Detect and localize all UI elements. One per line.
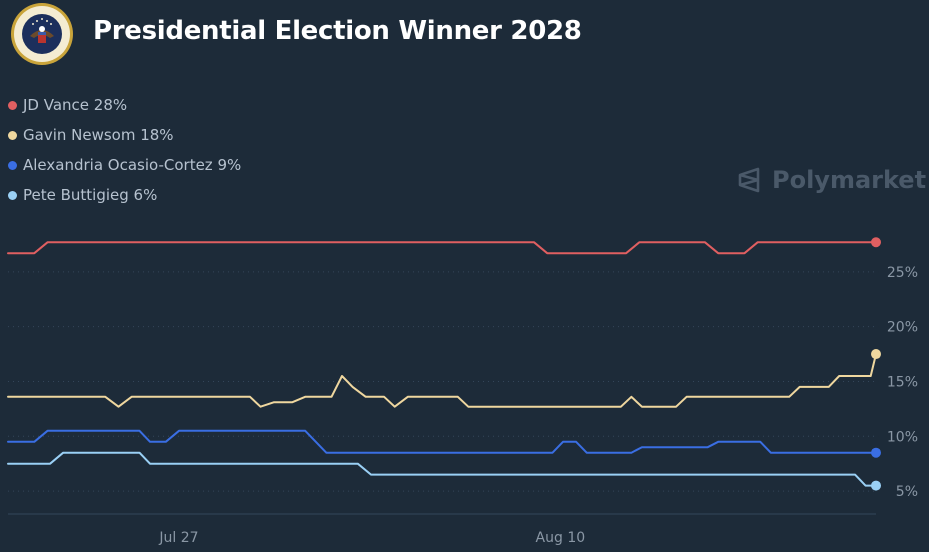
legend-label: JD Vance 28% (23, 96, 128, 114)
series-line (7, 429, 877, 454)
legend-item: JD Vance 28% (8, 90, 241, 120)
y-tick-label: 25% (887, 265, 918, 281)
series-end-marker (871, 237, 881, 248)
legend-label: Alexandria Ocasio-Cortez 9% (23, 156, 242, 174)
legend-item: Gavin Newsom 18% (8, 120, 241, 150)
x-axis-ticks: Jul 27 Aug 10 (158, 530, 585, 546)
chart-grid (8, 271, 876, 515)
legend-color-dot (8, 130, 17, 140)
legend-color-dot (8, 100, 17, 110)
page-title: Presidential Election Winner 2028 (93, 16, 582, 46)
y-tick-label: 20% (887, 320, 918, 336)
legend-item: Pete Buttigieg 6% (8, 180, 241, 210)
chart-series (7, 241, 877, 487)
y-tick-label: 15% (887, 374, 918, 390)
presidential-seal-icon (10, 2, 74, 66)
series-line (7, 353, 877, 408)
polymarket-logo-icon (738, 167, 760, 193)
chart-legend: JD Vance 28% Gavin Newsom 18% Alexandria O… (8, 90, 241, 210)
watermark-label: Polymarket (772, 166, 927, 194)
legend-label: Gavin Newsom 18% (23, 126, 174, 144)
y-axis-ticks: 25% 20% 15% 10% 5% (887, 265, 918, 500)
legend-label: Pete Buttigieg 6% (23, 186, 158, 204)
x-tick-label: Aug 10 (536, 530, 586, 546)
y-tick-label: 5% (896, 484, 918, 500)
legend-color-dot (8, 190, 17, 200)
series-end-marker (871, 349, 881, 360)
series-end-marker (871, 480, 881, 491)
series-end-marker (871, 447, 881, 458)
series-line (7, 451, 877, 487)
legend-color-dot (8, 160, 17, 170)
x-tick-label: Jul 27 (158, 530, 198, 546)
legend-item: Alexandria Ocasio-Cortez 9% (8, 150, 241, 180)
chart-end-markers (871, 237, 881, 491)
y-tick-label: 10% (887, 429, 918, 445)
polymarket-watermark: Polymarket (736, 166, 926, 194)
series-line (7, 241, 877, 255)
